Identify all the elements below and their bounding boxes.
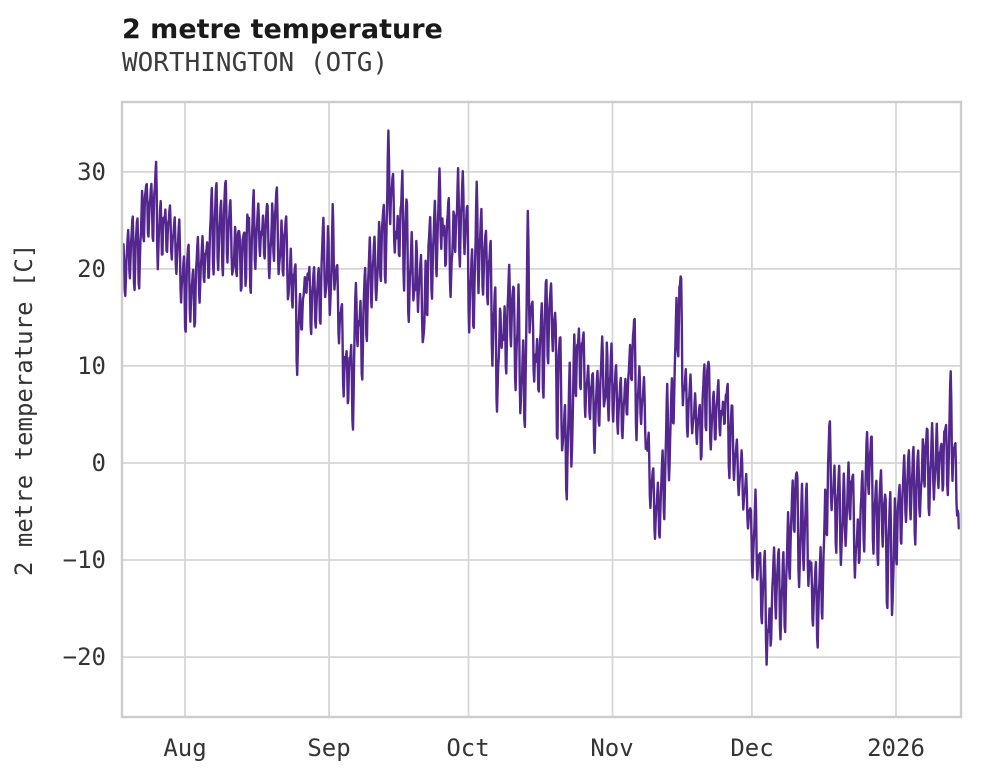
x-tick-label-dec: Dec xyxy=(730,734,774,762)
x-tick-label-nov: Nov xyxy=(590,734,634,762)
x-tick-label-oct: Oct xyxy=(446,734,490,762)
y-tick-label-neg20: −20 xyxy=(62,643,106,671)
plot-frame xyxy=(120,100,963,719)
chart-subtitle: WORTHINGTON (OTG) xyxy=(122,48,389,78)
temperature-line xyxy=(122,129,960,666)
x-tick-label-sep: Sep xyxy=(307,734,351,762)
y-axis-label: 2 metre temperature [C] xyxy=(10,243,38,576)
y-tick-label-10: 10 xyxy=(77,352,106,380)
y-tick-label-0: 0 xyxy=(91,449,106,477)
y-tick-label-30: 30 xyxy=(77,158,106,186)
x-tick-label-aug: Aug xyxy=(163,734,207,762)
y-tick-label-neg10: −10 xyxy=(62,546,106,574)
chart-title: 2 metre temperature xyxy=(122,14,443,45)
y-tick-label-20: 20 xyxy=(77,255,106,283)
x-tick-label-2026: 2026 xyxy=(867,734,925,762)
